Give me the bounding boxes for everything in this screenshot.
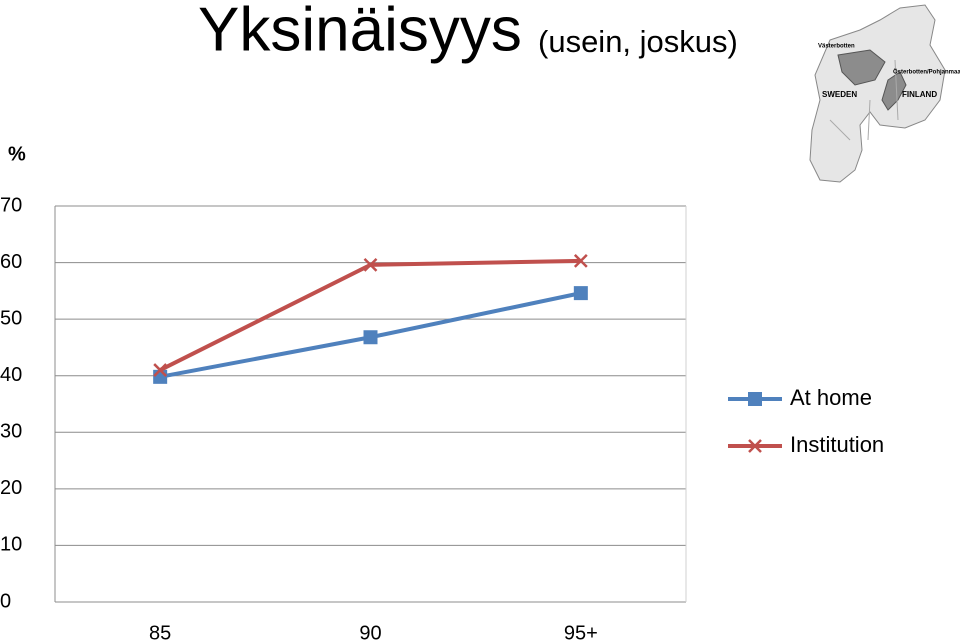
map-label: FINLAND [902,90,937,99]
y-tick-label: 0 [0,590,11,612]
chart-subtitle: (usein, joskus) [538,24,738,59]
map-border [829,59,899,141]
data-point [573,253,588,268]
data-point [573,286,588,301]
data-point [153,369,168,384]
data-point [153,363,168,377]
data-point [363,330,378,345]
chart-title: Yksinäisyys [198,0,522,64]
x-tick-label: 90 [359,622,381,644]
map-region [837,49,886,86]
y-tick-label: 10 [0,534,22,556]
data-point [363,257,378,272]
y-tick-label: 50 [0,307,22,329]
map [809,4,946,183]
y-tick-label: 60 [0,251,22,273]
y-tick-label: 30 [0,421,22,443]
map-land [809,4,946,183]
y-tick-label: 40 [0,364,22,386]
y-tick-label: 70 [0,194,22,216]
map-region [881,71,907,111]
legend-marker [748,439,762,453]
legend-marker [748,392,762,406]
map-label: Österbotten/Pohjanmaa [893,69,960,76]
legend-label: Institution [790,432,884,457]
y-tick-label: 20 [0,477,22,499]
x-tick-label: 85 [149,622,171,644]
legend-label: At home [790,385,872,410]
map-label: Västerbotten [818,44,855,50]
x-tick-label: 95+ [564,622,598,644]
y-axis-label: % [8,143,26,165]
map-label: SWEDEN [822,90,857,99]
series-line [159,258,581,372]
